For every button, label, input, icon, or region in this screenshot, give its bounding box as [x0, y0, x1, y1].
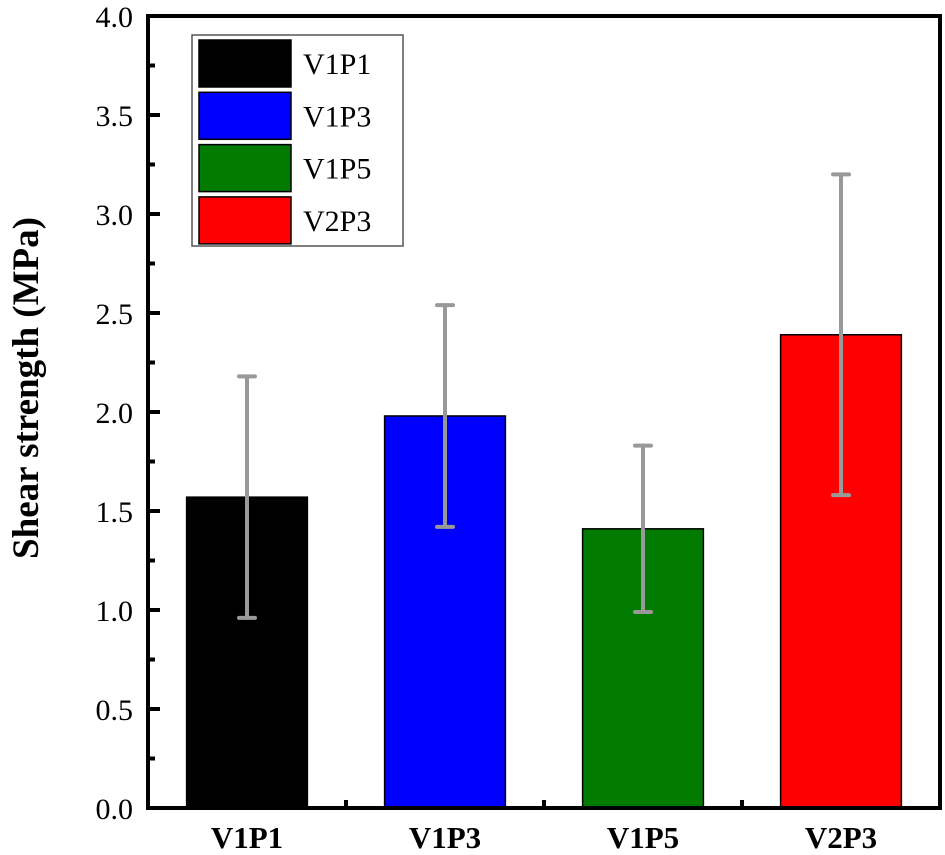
y-tick-label: 0.0: [96, 793, 134, 826]
y-tick-label: 3.0: [96, 199, 134, 232]
y-tick-label: 2.0: [96, 397, 134, 430]
legend-label: V1P1: [303, 48, 371, 81]
legend-label: V1P3: [303, 100, 371, 133]
legend: V1P1 V1P3 V1P5 V2P3: [191, 34, 404, 247]
y-axis-ticks: 0.0 0.5 1.0 1.5 2.0 2.5 3.0 3.5 4.0: [96, 1, 160, 826]
y-axis-title: Shear strength (MPa): [6, 217, 47, 559]
error-bars-layer: [237, 172, 851, 620]
legend-item-v1p5: V1P5: [198, 143, 371, 193]
error-bar-v2p3: [831, 172, 851, 498]
legend-swatch: [198, 143, 292, 193]
legend-item-v2p3: V2P3: [198, 196, 371, 245]
bars-layer: [185, 334, 903, 809]
y-tick-label: 1.0: [96, 595, 134, 628]
x-tick-label: V1P5: [607, 820, 679, 855]
legend-swatch: [198, 196, 292, 245]
x-tick-label: V1P3: [409, 820, 481, 855]
legend-swatch: [198, 91, 292, 141]
x-tick-label: V2P3: [805, 820, 877, 855]
error-bar-v1p5: [633, 443, 653, 614]
legend-item-v1p3: V1P3: [198, 91, 371, 141]
x-tick-label: V1P1: [211, 820, 283, 855]
error-bar-v1p3: [435, 303, 455, 529]
y-tick-label: 4.0: [96, 1, 134, 34]
y-tick-label: 2.5: [96, 298, 134, 331]
legend-label: V1P5: [303, 153, 371, 186]
y-tick-label: 0.5: [96, 694, 134, 727]
error-bar-v1p1: [237, 374, 257, 620]
legend-swatch: [198, 39, 292, 88]
legend-label: V2P3: [303, 205, 371, 238]
x-axis-ticks: V1P1 V1P3 V1P5 V2P3: [211, 800, 877, 855]
y-tick-label: 3.5: [96, 100, 134, 133]
y-tick-label: 1.5: [96, 496, 134, 529]
legend-item-v1p1: V1P1: [198, 39, 371, 88]
